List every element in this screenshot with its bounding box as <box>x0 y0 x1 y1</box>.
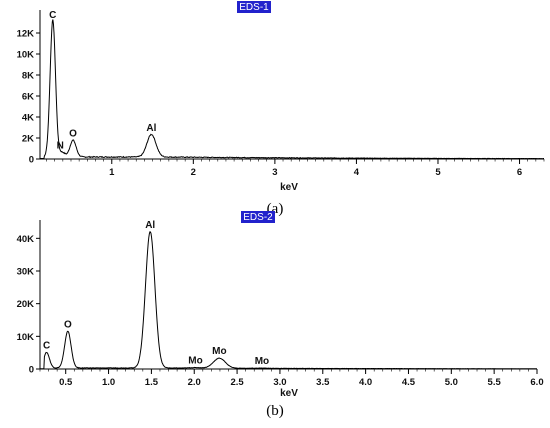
x-tick-label: 5.5 <box>488 377 502 388</box>
x-tick-label: 1.5 <box>145 377 159 388</box>
y-tick-label: 0 <box>29 365 34 376</box>
peak-label: Mo <box>255 356 269 367</box>
y-tick-label: 40K <box>17 234 35 245</box>
x-tick-label: 6 <box>517 167 522 178</box>
x-tick-label: 5.0 <box>445 377 458 388</box>
peak-label: N <box>57 141 64 152</box>
x-tick-label: 2 <box>191 167 196 178</box>
x-axis-title: keV <box>280 388 298 399</box>
x-tick-label: 2.5 <box>230 377 244 388</box>
y-tick-label: 4K <box>22 113 34 124</box>
peak-label: Al <box>146 123 156 134</box>
x-tick-label: 6.0 <box>530 377 543 388</box>
y-tick-label: 8K <box>22 71 34 82</box>
peak-label: O <box>69 129 77 140</box>
y-tick-label: 10K <box>17 50 35 61</box>
y-tick-label: 0 <box>29 155 34 166</box>
peak-label: O <box>64 319 72 330</box>
x-tick-label: 1 <box>109 167 115 178</box>
spectrum-line <box>40 19 545 160</box>
y-tick-label: 20K <box>17 299 35 310</box>
y-tick-label: 2K <box>22 134 34 145</box>
x-tick-label: 4.5 <box>402 377 416 388</box>
x-tick-label: 4 <box>354 167 360 178</box>
peak-label: Mo <box>212 346 226 357</box>
title-badge <box>237 1 271 13</box>
y-tick-label: 10K <box>17 332 35 343</box>
x-axis-title: keV <box>280 182 298 193</box>
y-tick-label: 6K <box>22 92 34 103</box>
x-tick-label: 3.0 <box>273 377 286 388</box>
x-tick-label: 3.5 <box>316 377 330 388</box>
peak-label: C <box>49 10 56 21</box>
x-tick-label: 3 <box>272 167 277 178</box>
peak-label: Al <box>145 220 155 231</box>
x-tick-label: 1.0 <box>102 377 115 388</box>
chart-title: EDS-2 <box>243 212 273 223</box>
peak-label: Mo <box>188 356 202 367</box>
spectrum-line <box>40 231 538 370</box>
y-tick-label: 30K <box>17 267 35 278</box>
x-tick-label: 4.0 <box>359 377 372 388</box>
x-tick-label: 2.0 <box>188 377 201 388</box>
x-tick-label: 0.5 <box>59 377 73 388</box>
chart-panel-2: 0 10K 20K 30K 40K 0.5 1.0 1.5 2.0 2.5 3.0 3.5 4.0 4.5… <box>17 211 544 419</box>
peak-label: C <box>43 341 50 352</box>
panel-caption: (b) <box>266 403 284 419</box>
chart-title: EDS-1 <box>239 2 269 13</box>
title-badge <box>241 211 275 223</box>
x-tick-label: 5 <box>435 167 441 178</box>
y-tick-label: 12K <box>17 29 35 40</box>
